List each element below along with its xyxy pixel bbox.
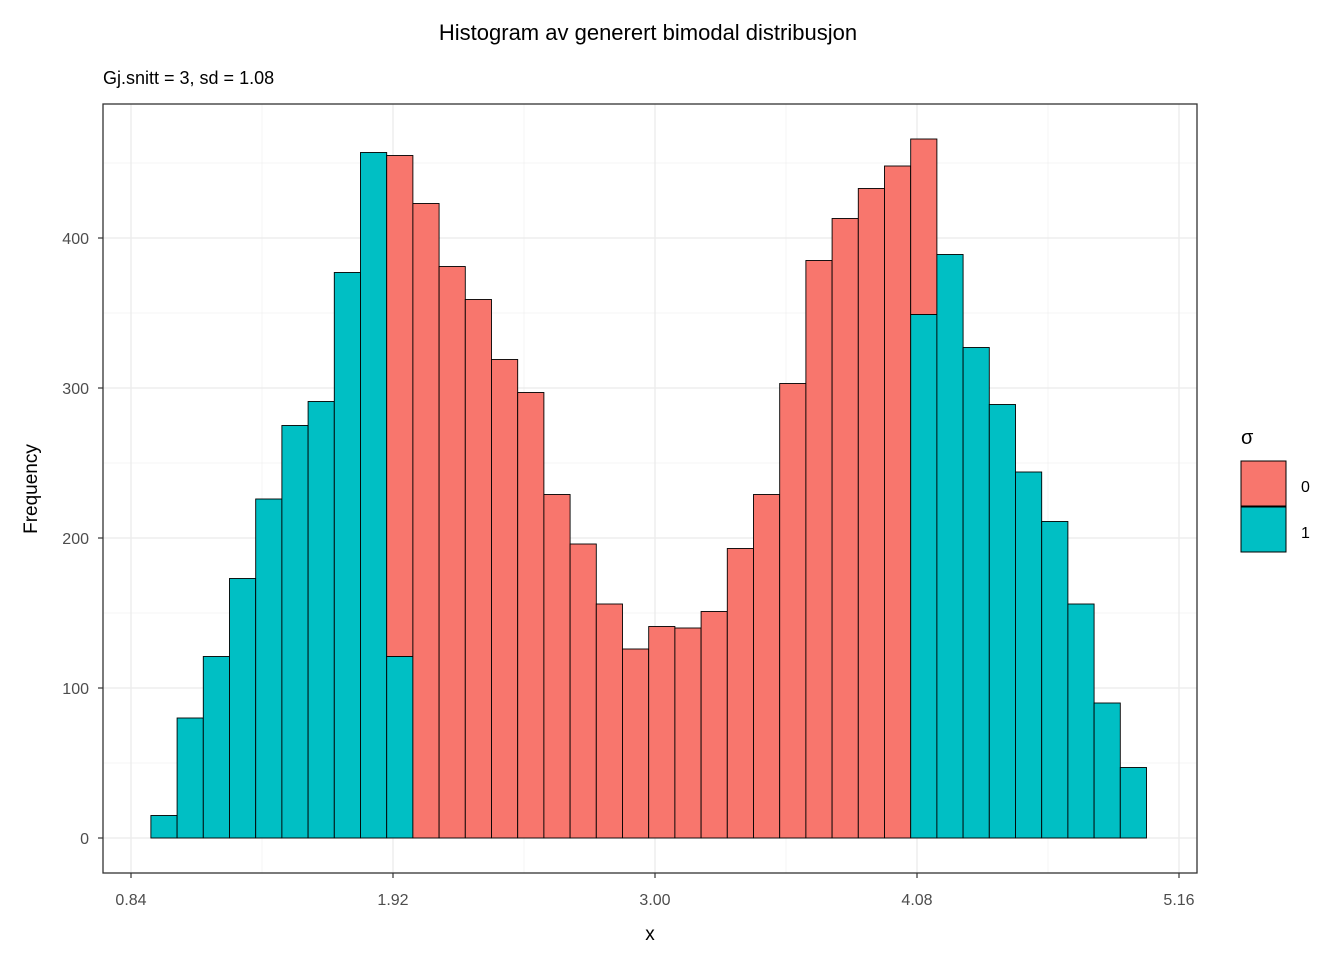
x-tick-label: 3.00 <box>639 892 670 909</box>
x-tick-label: 4.08 <box>901 892 932 909</box>
bar-segment-group-1 <box>255 498 283 839</box>
x-tick-label: 0.84 <box>115 892 146 909</box>
bar-segment-group-1 <box>1119 767 1147 839</box>
bar-segment-group-1 <box>1015 471 1043 839</box>
bar-segment-group-1 <box>307 401 335 839</box>
x-axis-label: x <box>645 924 655 945</box>
y-tick-label: 100 <box>62 681 89 698</box>
bar-segment-group-0 <box>464 299 492 839</box>
y-tick-label: 200 <box>62 531 89 548</box>
bar-segment-group-0 <box>831 218 859 839</box>
bar-segment-group-1 <box>150 815 178 839</box>
y-axis-ticks: 0 100 200 300 400 <box>62 231 103 848</box>
bar-segment-group-0 <box>726 548 754 839</box>
legend-key-0 <box>1240 460 1287 507</box>
bar-segment-group-1 <box>176 717 204 839</box>
bar-segment-group-0 <box>386 155 414 657</box>
legend-key-1 <box>1240 506 1287 553</box>
y-tick-label: 400 <box>62 231 89 248</box>
chart-subtitle: Gj.snitt = 3, sd = 1.08 <box>103 68 274 88</box>
bar-segment-group-0 <box>884 165 912 839</box>
legend-label-1: 1 <box>1301 525 1310 542</box>
bar-segment-group-0 <box>700 611 728 839</box>
bar-segment-group-1 <box>988 404 1016 839</box>
bar-segment-group-1 <box>386 656 414 839</box>
bar-segment-group-1 <box>1041 521 1069 839</box>
bar-segment-group-0 <box>491 359 519 839</box>
x-tick-label: 1.92 <box>377 892 408 909</box>
bar-segment-group-1 <box>360 152 388 839</box>
legend-title: σ <box>1241 427 1254 449</box>
bar-segment-group-0 <box>910 138 938 315</box>
y-axis-label: Frequency <box>21 444 42 534</box>
bar-segment-group-0 <box>543 494 571 839</box>
bar-segment-group-1 <box>962 347 990 839</box>
bar-segment-group-0 <box>517 392 545 839</box>
bar-segment-group-1 <box>910 314 938 839</box>
x-axis-ticks: 0.84 1.92 3.00 4.08 5.16 <box>115 873 1195 909</box>
bar-segment-group-0 <box>674 627 702 839</box>
bar-segment-group-0 <box>595 603 623 839</box>
chart-title: Histogram av generert bimodal distribusj… <box>439 20 857 45</box>
bar-segment-group-0 <box>779 383 807 839</box>
bar-segment-group-0 <box>648 626 676 839</box>
bar-segment-group-1 <box>1093 702 1121 839</box>
bar-segment-group-0 <box>857 188 885 839</box>
bar-segment-group-0 <box>438 266 466 839</box>
y-tick-label: 0 <box>80 831 89 848</box>
bar-segment-group-0 <box>569 543 597 839</box>
plot-panel-border <box>102 103 1198 874</box>
bars <box>150 138 1147 839</box>
bar-segment-group-1 <box>1067 603 1095 839</box>
legend-label-0: 0 <box>1301 479 1310 496</box>
bar-segment-group-1 <box>333 272 361 839</box>
x-tick-label: 5.16 <box>1163 892 1194 909</box>
bar-segment-group-1 <box>281 425 309 839</box>
bar-segment-group-0 <box>805 260 833 839</box>
y-tick-label: 300 <box>62 381 89 398</box>
bar-segment-group-1 <box>936 254 964 839</box>
bar-segment-group-1 <box>229 578 257 839</box>
bar-segment-group-0 <box>622 648 650 839</box>
bar-segment-group-1 <box>202 656 230 839</box>
legend: σ 0 1 <box>1240 427 1310 553</box>
bar-segment-group-0 <box>412 203 440 839</box>
bar-segment-group-0 <box>753 494 781 839</box>
